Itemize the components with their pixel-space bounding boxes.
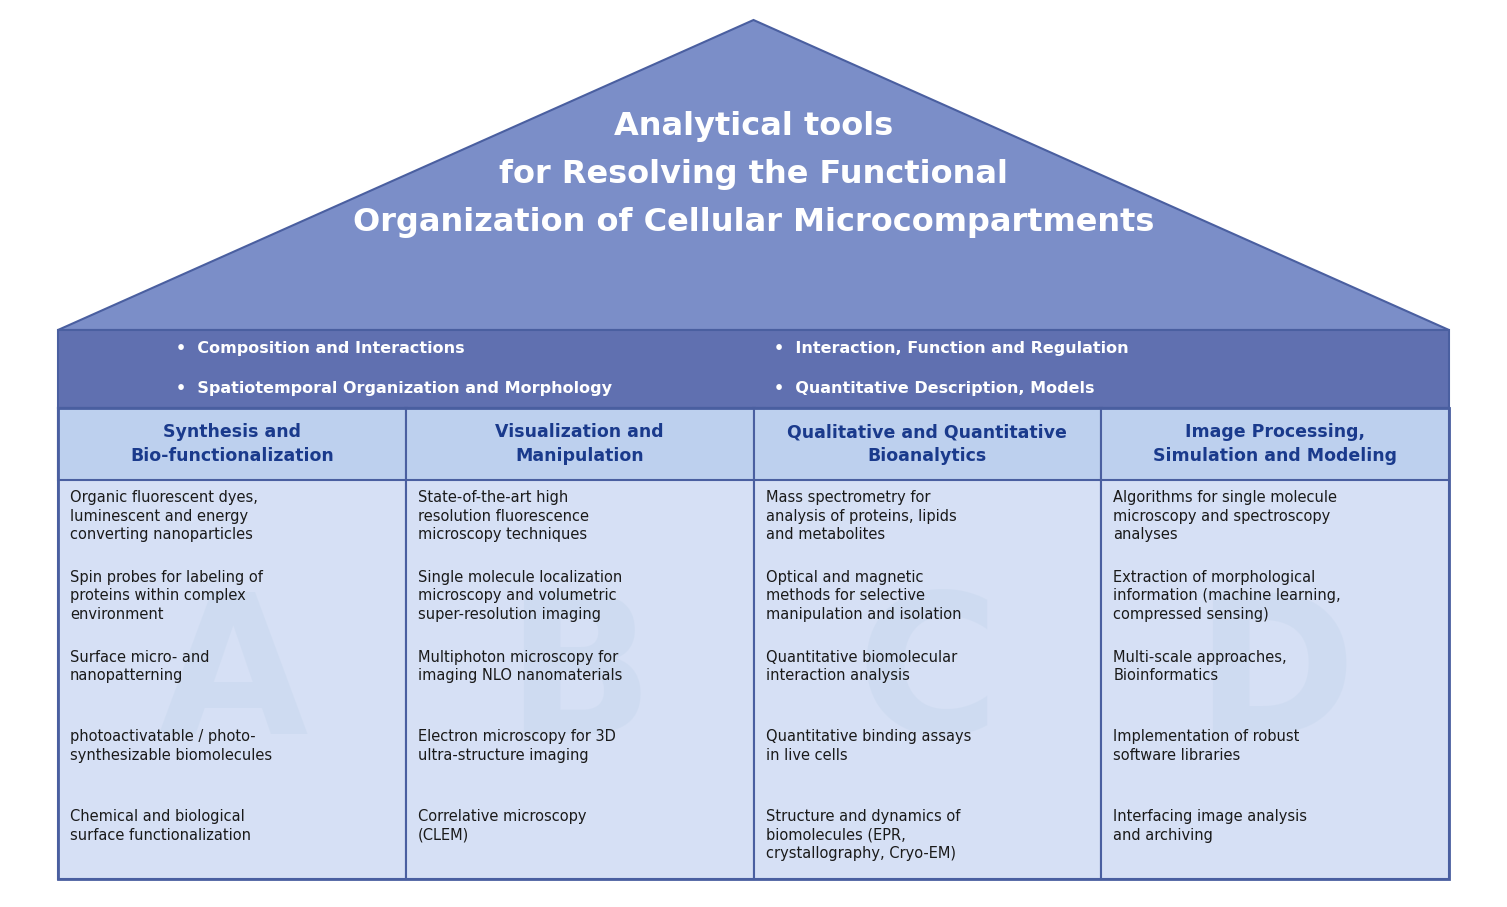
Text: •  Composition and Interactions: • Composition and Interactions bbox=[176, 342, 464, 356]
Bar bbox=[1102, 408, 1450, 480]
Text: Qualitative and Quantitative
Bioanalytics: Qualitative and Quantitative Bioanalytic… bbox=[788, 424, 1067, 464]
Bar bbox=[405, 408, 754, 879]
Text: State-of-the-art high
resolution fluorescence
microscopy techniques: State-of-the-art high resolution fluores… bbox=[417, 490, 589, 542]
Text: Structure and dynamics of
biomolecules (EPR,
crystallography, Cryo-EM): Structure and dynamics of biomolecules (… bbox=[766, 809, 960, 862]
Polygon shape bbox=[57, 330, 1450, 408]
Bar bbox=[57, 408, 405, 480]
Text: for Resolving the Functional: for Resolving the Functional bbox=[499, 160, 1008, 190]
Text: Mass spectrometry for
analysis of proteins, lipids
and metabolites: Mass spectrometry for analysis of protei… bbox=[766, 490, 957, 542]
Text: Quantitative binding assays
in live cells: Quantitative binding assays in live cell… bbox=[766, 729, 971, 763]
Text: Visualization and
Manipulation: Visualization and Manipulation bbox=[496, 424, 665, 464]
Text: Algorithms for single molecule
microscopy and spectroscopy
analyses: Algorithms for single molecule microscop… bbox=[1114, 490, 1337, 542]
Text: Multi-scale approaches,
Bioinformatics: Multi-scale approaches, Bioinformatics bbox=[1114, 649, 1287, 683]
Text: C: C bbox=[856, 586, 999, 774]
Bar bbox=[57, 408, 405, 879]
Text: D: D bbox=[1195, 586, 1356, 774]
Text: Extraction of morphological
information (machine learning,
compressed sensing): Extraction of morphological information … bbox=[1114, 570, 1341, 622]
Text: Surface micro- and
nanopatterning: Surface micro- and nanopatterning bbox=[69, 649, 209, 683]
Text: Spin probes for labeling of
proteins within complex
environment: Spin probes for labeling of proteins wit… bbox=[69, 570, 262, 622]
Text: Optical and magnetic
methods for selective
manipulation and isolation: Optical and magnetic methods for selecti… bbox=[766, 570, 961, 622]
Text: Organization of Cellular Microcompartments: Organization of Cellular Microcompartmen… bbox=[353, 208, 1154, 239]
Text: Analytical tools: Analytical tools bbox=[613, 112, 894, 142]
Text: •  Spatiotemporal Organization and Morphology: • Spatiotemporal Organization and Morpho… bbox=[176, 382, 612, 396]
Text: Multiphoton microscopy for
imaging NLO nanomaterials: Multiphoton microscopy for imaging NLO n… bbox=[417, 649, 622, 683]
Bar bbox=[57, 408, 1450, 879]
Text: B: B bbox=[505, 586, 654, 774]
Text: •  Quantitative Description, Models: • Quantitative Description, Models bbox=[775, 382, 1096, 396]
Polygon shape bbox=[57, 20, 1450, 330]
Text: Interfacing image analysis
and archiving: Interfacing image analysis and archiving bbox=[1114, 809, 1307, 843]
Bar bbox=[754, 408, 1102, 879]
Bar bbox=[754, 408, 1102, 480]
Text: Organic fluorescent dyes,
luminescent and energy
converting nanoparticles: Organic fluorescent dyes, luminescent an… bbox=[69, 490, 258, 542]
Text: Single molecule localization
microscopy and volumetric
super-resolution imaging: Single molecule localization microscopy … bbox=[417, 570, 622, 622]
Text: Quantitative biomolecular
interaction analysis: Quantitative biomolecular interaction an… bbox=[766, 649, 957, 683]
Text: Synthesis and
Bio-functionalization: Synthesis and Bio-functionalization bbox=[130, 424, 333, 464]
Text: Image Processing,
Simulation and Modeling: Image Processing, Simulation and Modelin… bbox=[1153, 424, 1397, 464]
Bar bbox=[1102, 408, 1450, 879]
Text: Correlative microscopy
(CLEM): Correlative microscopy (CLEM) bbox=[417, 809, 586, 843]
Text: Chemical and biological
surface functionalization: Chemical and biological surface function… bbox=[69, 809, 252, 843]
Text: Electron microscopy for 3D
ultra-structure imaging: Electron microscopy for 3D ultra-structu… bbox=[417, 729, 616, 763]
Text: photoactivatable / photo-
synthesizable biomolecules: photoactivatable / photo- synthesizable … bbox=[69, 729, 273, 763]
Text: •  Interaction, Function and Regulation: • Interaction, Function and Regulation bbox=[775, 342, 1129, 356]
Bar bbox=[405, 408, 754, 480]
Text: A: A bbox=[157, 586, 307, 774]
Text: Implementation of robust
software libraries: Implementation of robust software librar… bbox=[1114, 729, 1299, 763]
